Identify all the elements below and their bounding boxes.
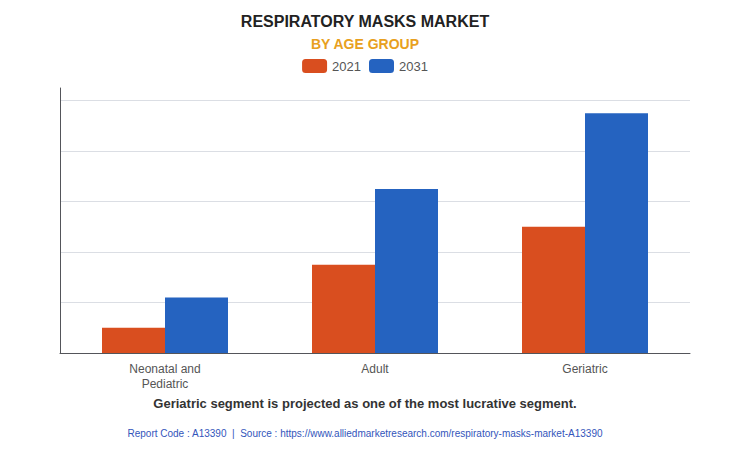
- svg-text:Geriatric: Geriatric: [562, 362, 607, 376]
- svg-text:Pediatric: Pediatric: [142, 377, 189, 391]
- svg-text:BY AGE GROUP: BY AGE GROUP: [311, 36, 419, 52]
- svg-text:Geriatric segment is projected: Geriatric segment is projected as one of…: [153, 396, 576, 411]
- svg-text:Neonatal and: Neonatal and: [129, 362, 200, 376]
- svg-text:Adult: Adult: [361, 362, 389, 376]
- svg-text:Report Code : A13390 | Sourc: Report Code : A13390 | Source : https://…: [127, 428, 602, 439]
- svg-text:2031: 2031: [399, 59, 428, 74]
- svg-text:RESPIRATORY MASKS MARKET: RESPIRATORY MASKS MARKET: [241, 13, 490, 30]
- svg-text:2021: 2021: [332, 59, 361, 74]
